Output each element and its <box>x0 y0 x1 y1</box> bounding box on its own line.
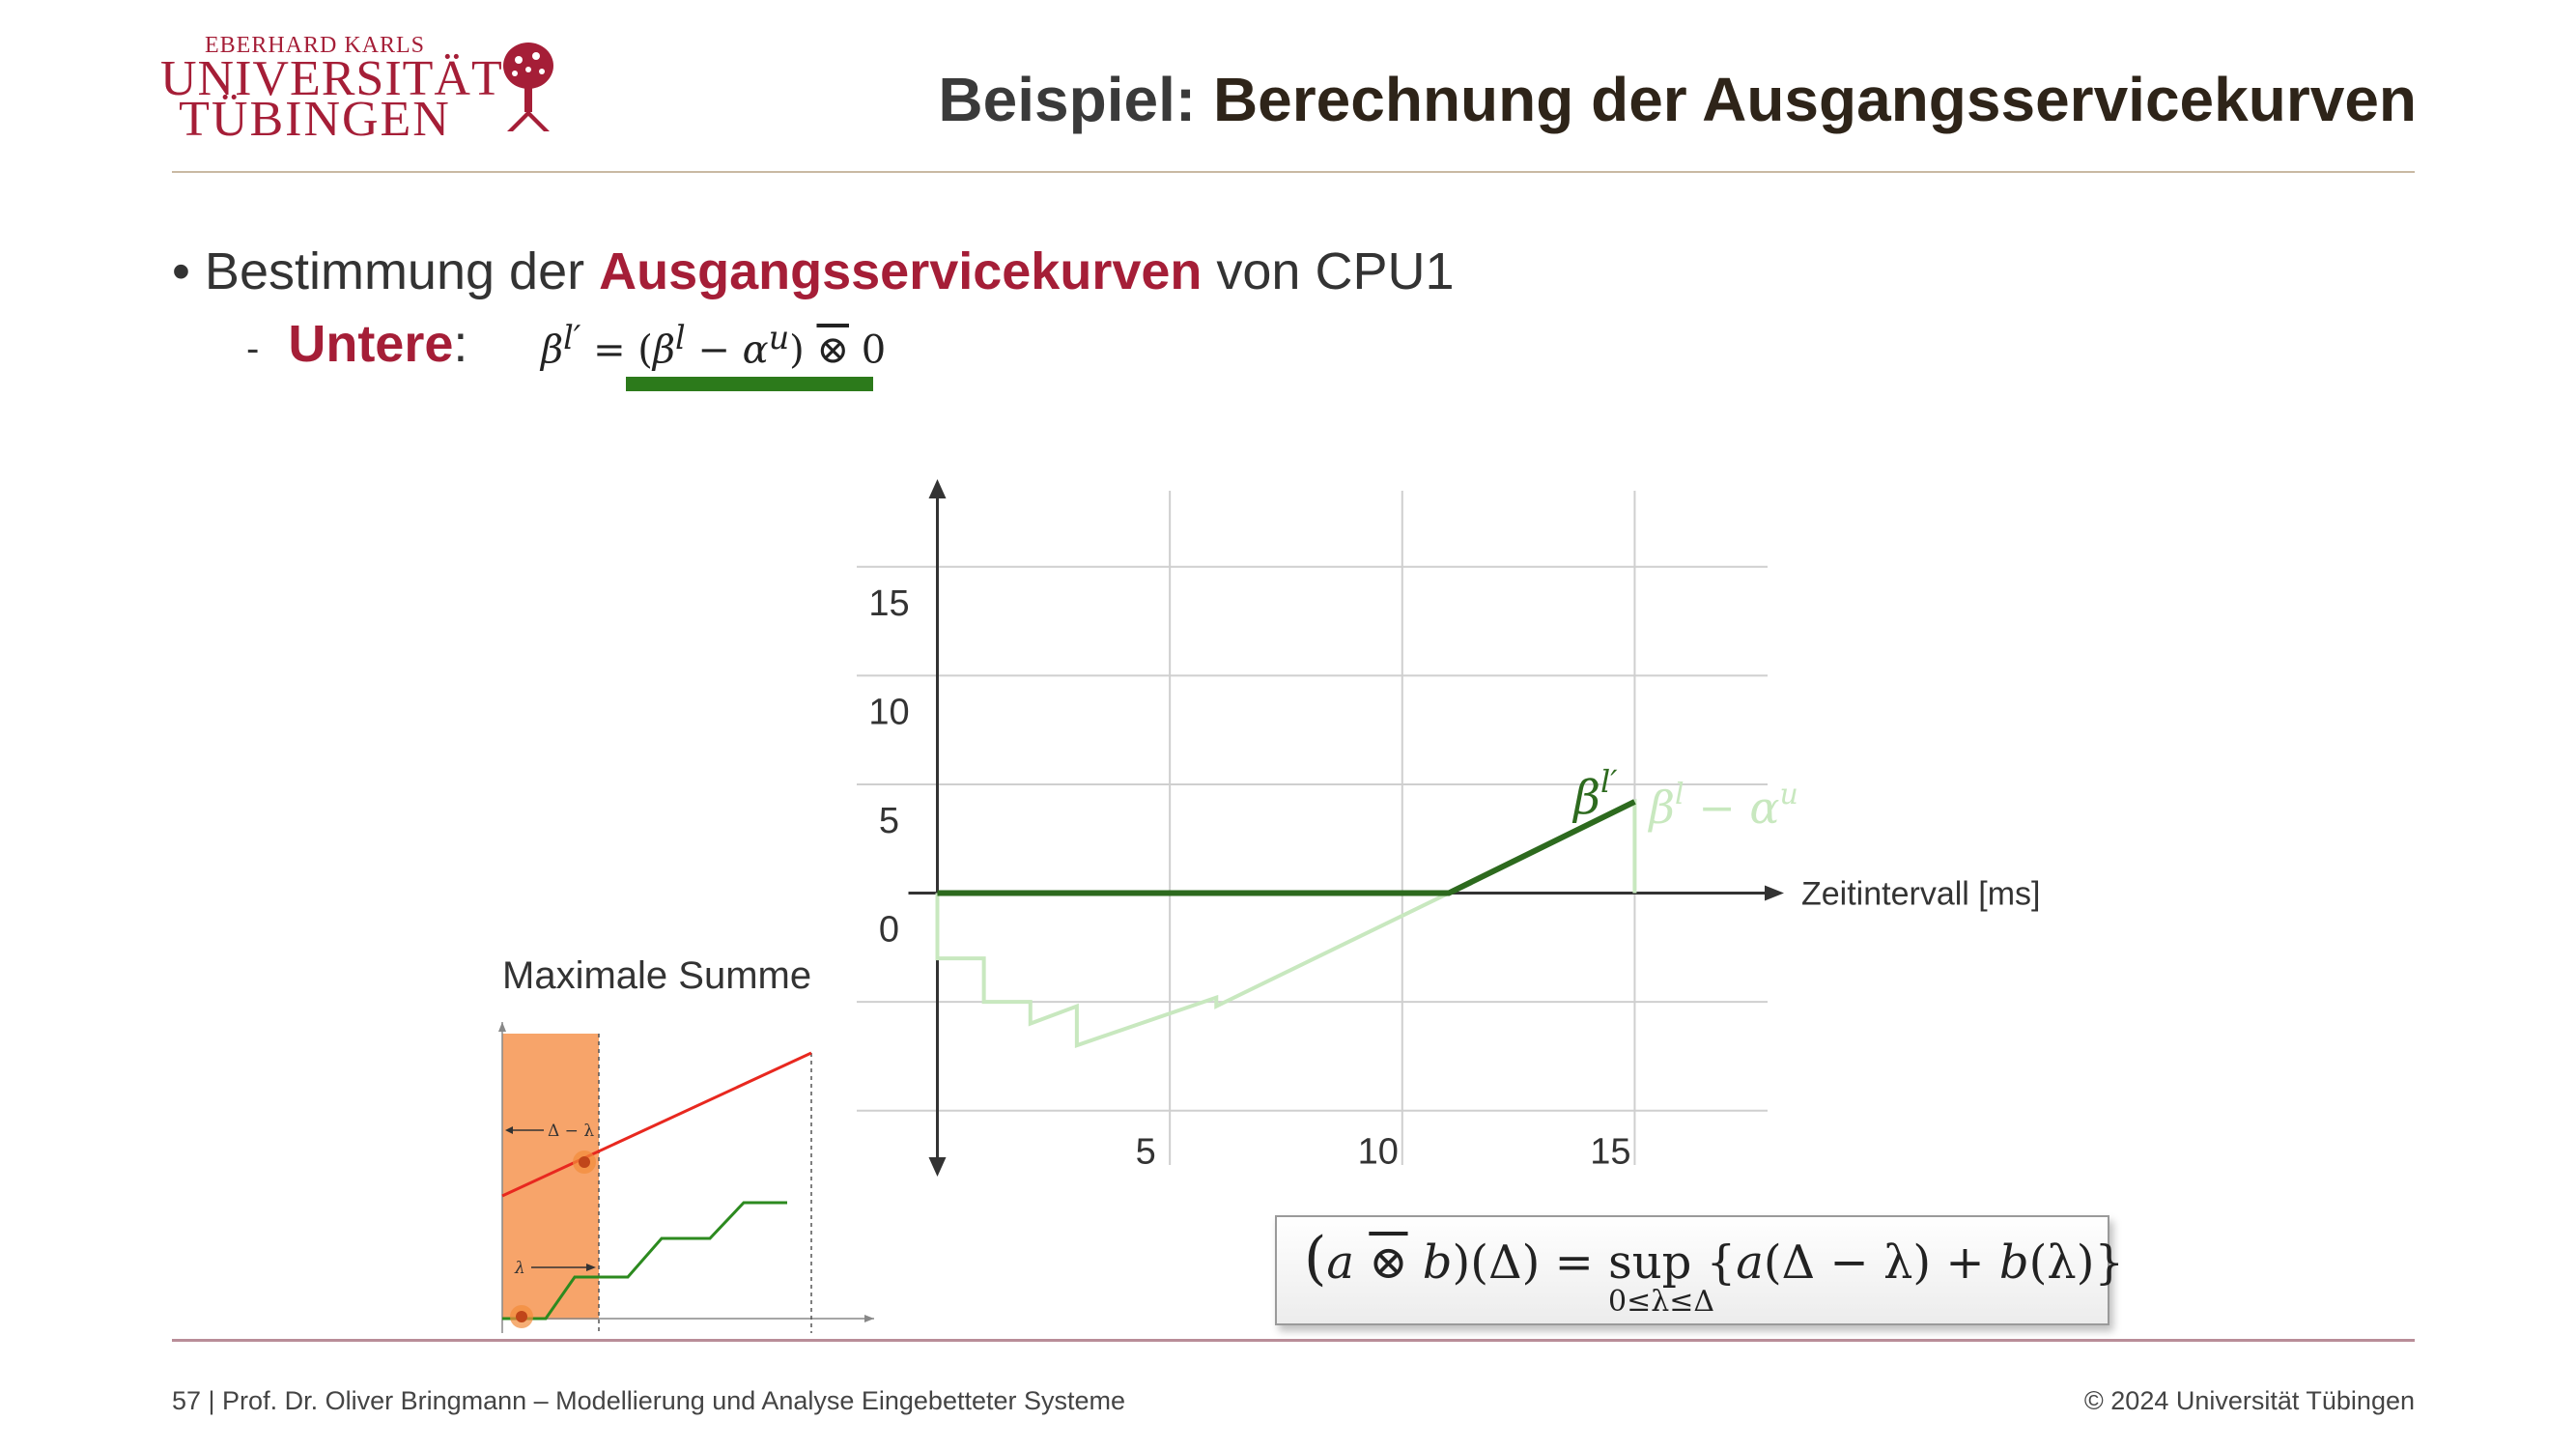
x-tick-label-15: 15 <box>1590 1132 1630 1173</box>
x-axis-label: Zeitintervall [ms] <box>1801 876 2041 913</box>
header-divider <box>172 171 2415 173</box>
inset-arrow-top-head <box>505 1126 513 1134</box>
title-prefix: Beispiel: <box>938 65 1213 134</box>
chart-labels: βl′ βl − αu <box>1571 763 1798 834</box>
formula-rhs: 0 <box>849 327 887 373</box>
logo-universitaet: UNIVERSITÄT <box>160 51 503 106</box>
series-label-beta-l-minus-alpha-u: βl − αu <box>1647 778 1798 834</box>
inset-label-delta-lambda: Δ − λ <box>548 1122 594 1141</box>
inset-title: Maximale Summe <box>502 954 812 997</box>
fb-a: a <box>1326 1236 1355 1290</box>
chart-series <box>935 798 1637 1048</box>
fb-close: )(Δ) = sup { <box>1452 1236 1737 1290</box>
formula-minus: − <box>685 327 743 373</box>
x-axis-arrow <box>1765 885 1784 901</box>
chart-grid <box>857 491 1768 1165</box>
bullet-text-before: Bestimmung der <box>204 242 600 300</box>
sub-bullet-label: Untere <box>288 315 454 373</box>
y-tick-label-15: 15 <box>868 583 909 624</box>
bullet-line: • Bestimmung der Ausgangsservicekurven v… <box>172 242 1455 300</box>
y-tick-label-10: 10 <box>868 692 909 732</box>
bullet-highlight: Ausgangsservicekurven <box>599 242 1203 300</box>
sub-bullet-dash: - <box>246 327 260 370</box>
formula-eq: = ( <box>580 327 653 373</box>
y-tick-label-5: 5 <box>879 801 899 841</box>
x-tick-label-10: 10 <box>1358 1132 1399 1173</box>
inset-shaded-area <box>502 1034 599 1320</box>
max-plus-definition-box <box>1275 1215 2109 1325</box>
footer-left: 57 | Prof. Dr. Oliver Bringmann – Modell… <box>172 1386 1126 1415</box>
formula-beta: β <box>652 327 676 373</box>
tree-seal-icon <box>503 43 553 131</box>
footer-copyright: © 2024 Universität Tübingen <box>2083 1386 2415 1415</box>
formula-beta-sup: l <box>675 319 686 356</box>
inset-y-arrow <box>498 1022 506 1032</box>
inset-marker-top <box>579 1156 590 1168</box>
inset-red-curve <box>501 1051 812 1198</box>
max-plus-formula: (a ⊗ b)(Δ) = sup {a(Δ − λ) + b(λ)} <box>1304 1225 2124 1293</box>
inset-arrow-bottom-head <box>586 1264 596 1271</box>
formula-alpha: α <box>742 327 769 373</box>
formula-alpha-sup: u <box>768 319 790 356</box>
inset-x-arrow <box>864 1315 874 1322</box>
series-line-beta-l-minus-alpha-u <box>935 798 1637 1048</box>
logo-tuebingen: TÜBINGEN <box>179 92 451 147</box>
highlight-underline <box>626 377 873 391</box>
title-main: Berechnung der Ausgangsservicekurven <box>1212 65 2417 134</box>
formula-lower-curve: βl′ = (βl − αu) ⊗ 0 <box>541 319 886 372</box>
chart-ticks: 5 10 15 0 5 10 15 Zeitintervall [ms] <box>868 583 2040 1173</box>
y-tick-label-0: 0 <box>879 910 899 951</box>
logo-eberhard-karls: EBERHARD KARLS <box>204 33 426 58</box>
x-tick-label-5: 5 <box>1136 1132 1156 1173</box>
series-line-beta-l-prime <box>937 799 1636 896</box>
bullet-text-after: von CPU1 <box>1202 242 1455 300</box>
fb-op: ⊗ <box>1369 1236 1408 1290</box>
fb-rhs-end: (λ)} <box>2028 1236 2124 1290</box>
y-axis-arrow-top <box>928 479 947 498</box>
fb-rhs-a: a <box>1736 1236 1764 1290</box>
series-label-beta-l-prime: βl′ <box>1571 763 1618 825</box>
max-plus-subscript: 0≤λ≤Δ <box>1608 1285 1715 1319</box>
inset-marker-bottom <box>516 1311 527 1322</box>
formula-op: ⊗ <box>816 327 849 373</box>
fb-open: ( <box>1304 1225 1327 1293</box>
fb-b: b <box>1422 1236 1453 1290</box>
fb-rhs-mid: (Δ − λ) + <box>1763 1236 1999 1290</box>
inset-diagram: Δ − λ λ <box>498 1022 874 1333</box>
inset-green-curve <box>502 1201 787 1321</box>
inset-label-lambda: λ <box>514 1259 525 1278</box>
footer-divider <box>172 1339 2415 1342</box>
sub-bullet-colon: : <box>453 315 468 373</box>
y-axis-arrow-bottom <box>928 1157 947 1177</box>
formula-lhs-sup: l′ <box>563 319 581 356</box>
formula-lhs: β <box>541 327 564 373</box>
formula-close: ) <box>789 327 805 373</box>
page-title: Beispiel: Berechnung der Ausgangsservice… <box>938 64 2417 135</box>
sub-bullet: - Untere: <box>246 314 467 374</box>
fb-rhs-b: b <box>1998 1236 2029 1290</box>
